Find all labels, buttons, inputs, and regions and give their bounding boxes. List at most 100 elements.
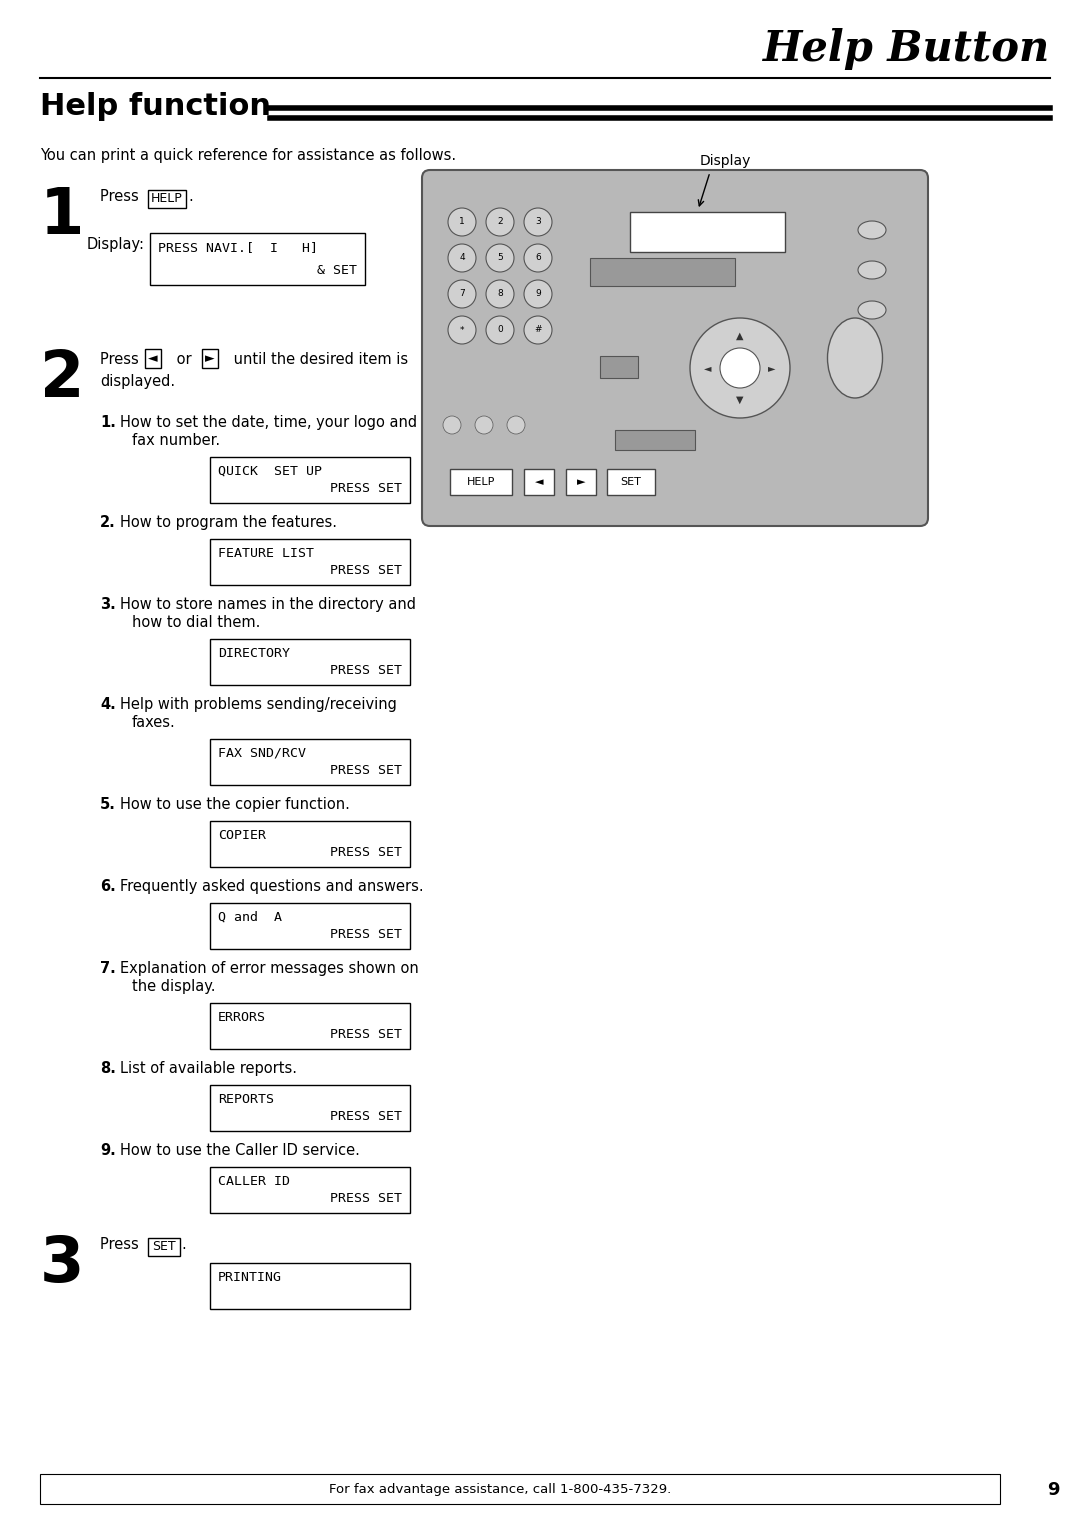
Text: Display:: Display: [87,237,145,252]
Text: How to use the copier function.: How to use the copier function. [120,797,350,812]
Text: & SET: & SET [318,264,357,278]
Text: Help function: Help function [40,92,271,121]
Text: 3: 3 [535,218,541,226]
Bar [210,639,410,685]
Text: PRESS SET: PRESS SET [330,928,402,942]
Text: DIRECTORY: DIRECTORY [218,647,291,661]
Text: PRESS SET: PRESS SET [330,664,402,678]
Text: PRESS SET: PRESS SET [330,765,402,777]
Circle shape [524,316,552,343]
Text: ▲: ▲ [737,331,744,340]
Circle shape [475,417,492,433]
Circle shape [443,417,461,433]
Text: SET: SET [621,478,642,487]
Text: REPORTS: REPORTS [218,1093,274,1106]
Text: Frequently asked questions and answers.: Frequently asked questions and answers. [120,879,423,894]
Text: ◄: ◄ [148,353,158,365]
Circle shape [448,316,476,343]
Bar [600,356,638,378]
Bar [630,212,785,252]
Text: Help with problems sending/receiving: Help with problems sending/receiving [120,697,396,713]
Text: 2: 2 [497,218,503,226]
Text: PRINTING: PRINTING [218,1271,282,1283]
Ellipse shape [827,317,882,398]
Text: fax number.: fax number. [132,433,220,449]
Text: .: . [188,189,192,204]
Text: 1: 1 [459,218,464,226]
Text: 1.: 1. [100,415,116,430]
Text: .: . [181,1238,186,1251]
Text: until the desired item is: until the desired item is [229,353,408,366]
Circle shape [486,244,514,272]
Text: PRESS SET: PRESS SET [330,1029,402,1041]
Bar [210,739,410,784]
FancyBboxPatch shape [422,169,928,526]
Circle shape [524,208,552,237]
Circle shape [448,279,476,308]
Text: 4.: 4. [100,697,116,713]
Text: PRESS SET: PRESS SET [330,482,402,494]
Text: FEATURE LIST: FEATURE LIST [218,546,314,560]
Text: 1: 1 [40,185,84,247]
Circle shape [448,208,476,237]
Text: How to store names in the directory and: How to store names in the directory and [120,597,416,612]
Circle shape [507,417,525,433]
Text: FAX SND/RCV: FAX SND/RCV [218,748,306,760]
Text: PRESS SET: PRESS SET [330,565,402,577]
Bar [450,468,512,494]
Circle shape [486,279,514,308]
Text: or: or [172,353,197,366]
Text: 6.: 6. [100,879,116,894]
Text: Explanation of error messages shown on: Explanation of error messages shown on [120,961,419,977]
Text: ►: ► [205,353,215,365]
Bar [210,821,410,867]
Bar [210,1167,410,1213]
Text: Help Button: Help Button [762,27,1050,70]
Text: PRESS SET: PRESS SET [330,845,402,859]
Text: 4: 4 [459,253,464,262]
Text: ERRORS: ERRORS [218,1012,266,1024]
Text: ◄: ◄ [704,363,712,372]
Text: Display: Display [700,154,752,168]
Text: ◄: ◄ [535,478,543,487]
Text: 9.: 9. [100,1143,116,1158]
Text: *: * [460,325,464,334]
Text: faxes.: faxes. [132,716,176,729]
Text: Press: Press [100,189,144,204]
Circle shape [486,208,514,237]
Text: #: # [535,325,542,334]
Circle shape [524,244,552,272]
Bar [210,539,410,584]
Text: PRESS SET: PRESS SET [330,1192,402,1206]
Text: 7.: 7. [100,961,116,977]
Text: 3: 3 [40,1233,84,1296]
Text: List of available reports.: List of available reports. [120,1061,297,1076]
Text: 3.: 3. [100,597,116,612]
Text: 9: 9 [1048,1482,1059,1499]
Text: 8: 8 [497,290,503,299]
Text: Press: Press [100,1238,144,1251]
Bar [607,468,654,494]
Bar [150,233,365,285]
Bar [40,1474,1000,1505]
Text: How to program the features.: How to program the features. [120,514,337,530]
Text: the display.: the display. [132,980,216,993]
Bar [210,903,410,949]
Text: ►: ► [768,363,775,372]
Text: How to set the date, time, your logo and: How to set the date, time, your logo and [120,415,417,430]
Text: 5.: 5. [100,797,116,812]
Text: how to dial them.: how to dial them. [132,615,260,630]
Text: 2: 2 [40,348,84,410]
Bar [210,456,410,504]
Text: Press: Press [100,353,144,366]
Text: For fax advantage assistance, call 1-800-435-7329.: For fax advantage assistance, call 1-800… [329,1483,671,1497]
Text: PRESS NAVI.[  I   H]: PRESS NAVI.[ I H] [158,241,318,253]
Text: 0: 0 [497,325,503,334]
Bar [148,1238,179,1256]
Text: 7: 7 [459,290,464,299]
Circle shape [690,317,789,418]
Text: 8.: 8. [100,1061,116,1076]
Text: ►: ► [577,478,585,487]
Circle shape [448,244,476,272]
Text: 2.: 2. [100,514,116,530]
